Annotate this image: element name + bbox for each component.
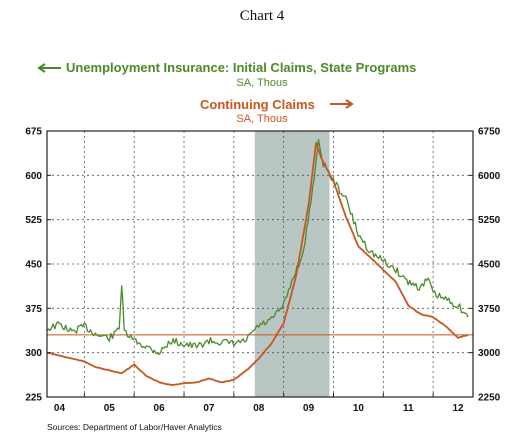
left-tick-label: 450	[25, 260, 42, 271]
x-tick-label: 07	[203, 403, 215, 414]
left-tick-label: 675	[25, 127, 42, 138]
legend-continuing-label: Continuing Claims	[200, 97, 315, 112]
x-tick-label: 11	[403, 403, 414, 414]
source-note: Sources: Department of Labor/Haver Analy…	[47, 422, 222, 432]
legend-initial: Unemployment Insurance: Initial Claims, …	[37, 60, 416, 89]
left-tick-label: 300	[25, 348, 42, 359]
chart-title: Chart 4	[240, 8, 285, 24]
right-tick-label: 6000	[478, 171, 501, 182]
series-line-initial-claims	[46, 138, 469, 355]
x-tick-label: 09	[303, 403, 315, 414]
legend-initial-unit: SA, Thous	[236, 77, 288, 89]
right-tick-label: 3000	[478, 348, 501, 359]
series-line-continuing-claims	[46, 141, 469, 386]
legend-initial-arrow-icon	[37, 63, 61, 73]
plot-area: 675 600 525 450 375 300 225 6750 6000 5250 4500 375…	[25, 127, 500, 415]
x-tick-label: 04	[54, 403, 66, 414]
right-tick-label: 2250	[478, 393, 501, 404]
legend-initial-label: Unemployment Insurance: Initial Claims, …	[66, 60, 416, 75]
left-tick-label: 600	[25, 171, 42, 182]
legend-continuing-arrow-icon	[330, 99, 354, 109]
x-tick-label: 05	[104, 403, 116, 414]
x-tick-label: 06	[154, 403, 166, 414]
x-tick-label: 08	[253, 403, 265, 414]
right-tick-label: 5250	[478, 215, 501, 226]
right-tick-label: 6750	[478, 127, 501, 138]
right-tick-label: 4500	[478, 260, 501, 271]
right-tick-label: 3750	[478, 304, 501, 315]
left-tick-label: 225	[25, 393, 42, 404]
x-tick-label: 10	[353, 403, 365, 414]
left-tick-label: 375	[25, 304, 42, 315]
x-tick-label: 12	[452, 403, 464, 414]
legend-continuing-unit: SA, Thous	[236, 113, 288, 125]
legend-continuing: Continuing Claims SA, Thous	[200, 97, 354, 125]
left-tick-label: 525	[25, 215, 42, 226]
